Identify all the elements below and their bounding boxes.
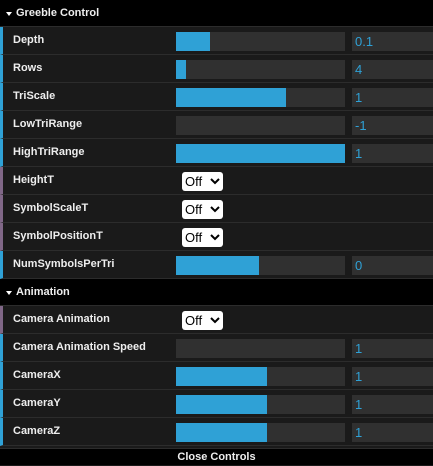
slider-fill	[176, 60, 187, 79]
slider-fill	[176, 144, 345, 163]
slider-fill	[176, 395, 268, 414]
chevron-down-icon	[210, 178, 220, 185]
control-label: HighTriRange	[13, 146, 85, 158]
row-rows: Rows	[0, 55, 433, 83]
dropdown-camera-animation[interactable]: Off	[182, 311, 223, 330]
slider-rows[interactable]	[176, 60, 345, 79]
chevron-down-icon	[210, 206, 220, 213]
number-input-lowtrirange[interactable]	[352, 116, 433, 135]
folder-label: Animation	[16, 286, 70, 298]
slider-fill	[176, 423, 268, 442]
control-label: NumSymbolsPerTri	[13, 258, 115, 270]
row-cameray: CameraY	[0, 390, 433, 418]
slider-fill	[176, 32, 210, 51]
number-input-numsymbolspertri[interactable]	[352, 256, 433, 275]
number-input-rows[interactable]	[352, 60, 433, 79]
chevron-down-icon	[210, 317, 220, 324]
slider-camerax[interactable]	[176, 367, 345, 386]
slider-hightrirange[interactable]	[176, 144, 345, 163]
control-label: Camera Animation	[13, 313, 110, 325]
folder-label: Greeble Control	[16, 7, 100, 19]
chevron-down-icon	[210, 234, 220, 241]
dropdown-value: Off	[185, 230, 203, 245]
dropdown-symbolscalet[interactable]: Off	[182, 200, 223, 219]
row-depth: Depth	[0, 27, 433, 55]
slider-camera-animation-speed[interactable]	[176, 339, 345, 358]
dropdown-value: Off	[185, 202, 203, 217]
folder-title-greeble-control[interactable]: Greeble Control	[0, 0, 433, 27]
close-controls-button[interactable]: Close Controls	[0, 448, 433, 465]
control-label: Rows	[13, 62, 43, 74]
dropdown-heightt[interactable]: Off	[182, 172, 223, 191]
row-camera-animation: Camera Animation Off	[0, 306, 433, 334]
row-symbolscalet: SymbolScaleT Off	[0, 195, 433, 223]
control-label: Camera Animation Speed	[13, 341, 146, 353]
dropdown-value: Off	[185, 174, 203, 189]
number-input-cameraz[interactable]	[352, 423, 433, 442]
row-numsymbolspertri: NumSymbolsPerTri	[0, 251, 433, 279]
number-input-camerax[interactable]	[352, 367, 433, 386]
control-label: CameraZ	[13, 425, 61, 437]
control-label: HeightT	[13, 174, 54, 186]
number-input-depth[interactable]	[352, 32, 433, 51]
row-symbolpositiont: SymbolPositionT Off	[0, 223, 433, 251]
collapse-triangle-icon	[6, 12, 12, 16]
row-triscale: TriScale	[0, 83, 433, 111]
dropdown-symbolpositiont[interactable]: Off	[182, 228, 223, 247]
control-label: Depth	[13, 34, 45, 46]
row-heightt: HeightT Off	[0, 167, 433, 195]
folder-title-animation[interactable]: Animation	[0, 279, 433, 306]
slider-depth[interactable]	[176, 32, 345, 51]
control-label: SymbolScaleT	[13, 202, 89, 214]
slider-triscale[interactable]	[176, 88, 345, 107]
row-camera-animation-speed: Camera Animation Speed	[0, 334, 433, 362]
slider-cameray[interactable]	[176, 395, 345, 414]
row-camerax: CameraX	[0, 362, 433, 390]
row-cameraz: CameraZ	[0, 418, 433, 446]
number-input-hightrirange[interactable]	[352, 144, 433, 163]
control-label: TriScale	[13, 90, 56, 102]
slider-numsymbolspertri[interactable]	[176, 256, 345, 275]
row-hightrirange: HighTriRange	[0, 139, 433, 167]
number-input-cameray[interactable]	[352, 395, 433, 414]
slider-fill	[176, 367, 268, 386]
control-label: CameraX	[13, 369, 61, 381]
number-input-triscale[interactable]	[352, 88, 433, 107]
number-input-camera-animation-speed[interactable]	[352, 339, 433, 358]
control-label: CameraY	[13, 397, 61, 409]
slider-lowtrirange[interactable]	[176, 116, 345, 135]
control-label: LowTriRange	[13, 118, 83, 130]
row-lowtrirange: LowTriRange	[0, 111, 433, 139]
control-label: SymbolPositionT	[13, 230, 103, 242]
dropdown-value: Off	[185, 313, 203, 328]
slider-cameraz[interactable]	[176, 423, 345, 442]
collapse-triangle-icon	[6, 291, 12, 295]
slider-fill	[176, 256, 259, 275]
slider-fill	[176, 88, 286, 107]
